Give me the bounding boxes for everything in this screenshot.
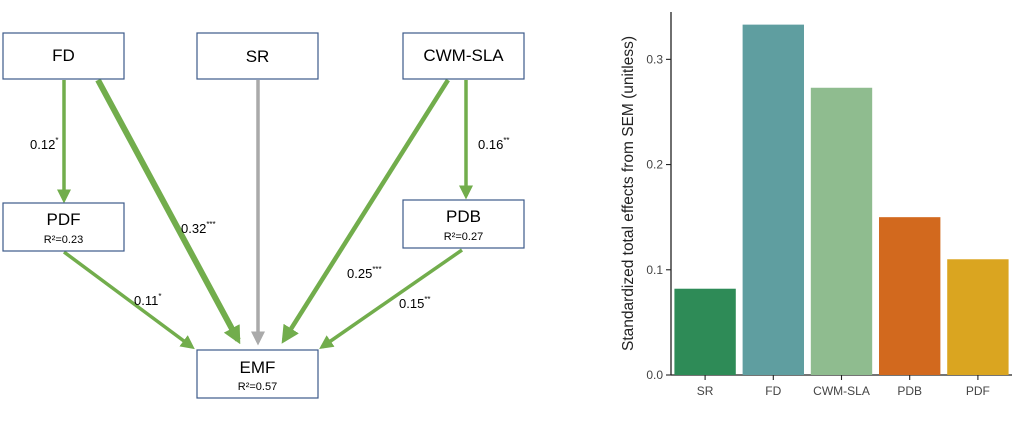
coef-pdb-emf: 0.15**: [399, 295, 431, 311]
node-emf-label: EMF: [240, 358, 276, 377]
bar-pdb: [879, 217, 941, 375]
node-pdb-label: PDB: [446, 207, 481, 226]
sem-path-diagram: 0.12* 0.32*** 0.25*** 0.16** 0.11* 0.15*…: [2, 32, 525, 399]
node-emf-r2: R²=0.57: [238, 381, 277, 393]
y-tick-label: 0.1: [646, 263, 663, 277]
y-tick-label: 0.3: [646, 52, 663, 66]
path-cwm-emf: [281, 78, 450, 344]
node-pdf: PDF R²=0.23: [2, 202, 125, 252]
y-tick-label: 0.0: [646, 368, 663, 382]
x-tick-label: FD: [765, 384, 781, 398]
node-pdf-r2: R²=0.23: [44, 234, 83, 246]
path-fd-emf: [95, 78, 241, 345]
node-cwm-label: CWM-SLA: [423, 46, 504, 65]
node-pdb-r2: R²=0.27: [444, 231, 483, 243]
coef-cwm-pdb: 0.16**: [478, 136, 510, 152]
coef-pdf-emf: 0.11*: [134, 292, 161, 308]
node-cwm-sla: CWM-SLA: [402, 32, 525, 80]
coef-cwm-emf: 0.25***: [347, 265, 382, 281]
bar-cwm-sla: [810, 87, 873, 375]
x-tick-label: PDF: [966, 384, 990, 398]
x-tick-label: CWM-SLA: [813, 384, 870, 398]
node-pdf-label: PDF: [47, 210, 81, 229]
x-tick-label: SR: [697, 384, 714, 398]
y-tick-label: 0.2: [646, 158, 663, 172]
node-pdb: PDB R²=0.27: [402, 199, 525, 249]
bar-chart: 0.0 0.1 0.2 0.3 SR FD CWM-SLA PDB PDF Standardiz…: [620, 12, 1012, 398]
x-tick-label: PDB: [897, 384, 922, 398]
y-axis-label: Standardized total effects from SEM (uni…: [620, 36, 637, 351]
path-pdb-emf: [319, 248, 463, 349]
path-pdf-emf: [62, 250, 195, 350]
node-sr: SR: [196, 32, 319, 80]
node-emf: EMF R²=0.57: [196, 349, 319, 399]
bar-pdf: [947, 259, 1009, 375]
coef-fd-emf: 0.32***: [181, 220, 216, 236]
bar-sr: [674, 288, 736, 375]
bar-fd: [742, 24, 804, 375]
coef-fd-pdf: 0.12*: [30, 136, 58, 152]
node-fd-label: FD: [52, 46, 75, 65]
bar-chart-bars: [674, 24, 1009, 375]
node-fd: FD: [2, 32, 125, 80]
node-sr-label: SR: [246, 47, 270, 66]
